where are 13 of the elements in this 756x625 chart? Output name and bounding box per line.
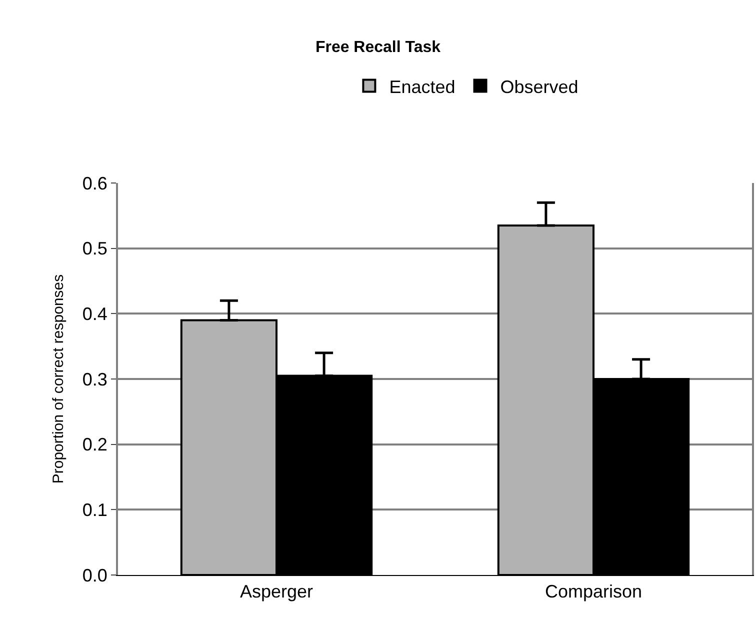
x-tick-label: Comparison	[544, 582, 642, 602]
chart-title: Free Recall Task	[315, 38, 441, 56]
legend-label: Enacted	[389, 76, 456, 97]
legend-label: Observed	[500, 76, 578, 97]
y-tick-label: 0.6	[82, 173, 108, 194]
y-tick-label: 0.0	[82, 565, 108, 586]
y-tick-label: 0.1	[82, 500, 108, 520]
y-tick-label: 0.5	[82, 238, 108, 259]
y-tick-label: 0.2	[82, 434, 108, 455]
x-tick-label: Asperger	[240, 582, 314, 602]
y-tick-label: 0.3	[82, 369, 108, 390]
y-tick-label: 0.4	[82, 304, 108, 324]
y-axis-title: Proportion of correct responses	[50, 274, 68, 484]
